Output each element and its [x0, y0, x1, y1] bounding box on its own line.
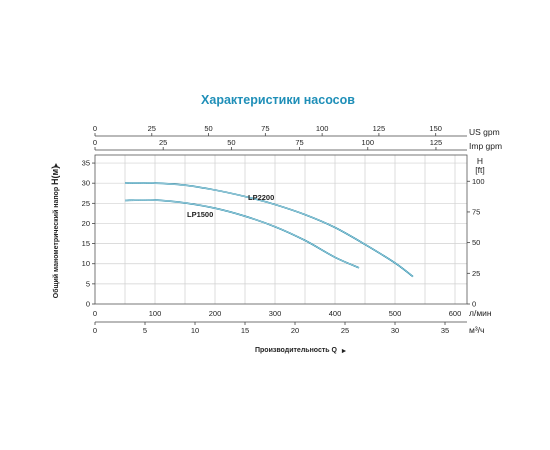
ft-tick-label: 100 [472, 177, 485, 186]
bottom-tick-label: 5 [143, 326, 147, 335]
series-line-core-lp2200 [124, 182, 414, 277]
bottom-tick-label: 400 [329, 309, 342, 318]
y-axis-title-prefix: Общий манометрический напор [52, 185, 60, 298]
y-axis-title-main: H(м) [50, 166, 60, 185]
y-tick-label: 10 [82, 259, 90, 268]
y-tick-label: 30 [82, 179, 90, 188]
bottom-tick-label: 0 [93, 309, 97, 318]
y-tick-label: 0 [86, 300, 90, 309]
series-label-lp1500: LP1500 [187, 210, 213, 219]
bottom-tick-label: 30 [391, 326, 399, 335]
bottom-tick-label: 15 [241, 326, 249, 335]
ft-axis-unit: [ft] [475, 165, 484, 175]
top-tick-label: 25 [159, 138, 167, 147]
top-tick-label: 125 [373, 124, 386, 133]
x-axis-arrow: ► [341, 348, 348, 355]
top-tick-label: 100 [362, 138, 375, 147]
top-tick-label: 75 [295, 138, 303, 147]
bottom-tick-label: 500 [389, 309, 402, 318]
bottom-tick-label: 25 [341, 326, 349, 335]
y-tick-label: 20 [82, 219, 90, 228]
plot-frame [94, 154, 468, 305]
y-tick-label: 35 [82, 159, 90, 168]
series-label-lp2200: LP2200 [248, 193, 274, 202]
top-tick-label: 50 [204, 124, 212, 133]
top-tick-label: 125 [430, 138, 443, 147]
bottom-tick-label: 100 [149, 309, 162, 318]
bottom-tick-label: 20 [291, 326, 299, 335]
series-layer [124, 182, 414, 278]
bottom-tick-label: 300 [269, 309, 282, 318]
y-axis-arrow: ► [53, 162, 60, 169]
top-tick-label: 0 [93, 138, 97, 147]
bottom-axis-unit: л/мин [469, 308, 492, 318]
y-tick-label: 5 [86, 279, 90, 288]
ft-axis-label: H [477, 156, 483, 166]
chart-title: Характеристики насосов [201, 93, 355, 107]
top-tick-label: 150 [429, 124, 442, 133]
y-axis-title: Общий манометрический напор H(м) [50, 166, 60, 298]
ft-tick-label: 75 [472, 207, 480, 216]
top-tick-label: 0 [93, 124, 97, 133]
ft-tick-label: 50 [472, 238, 480, 247]
top-axis-unit: US gpm [469, 127, 500, 137]
bottom-axis-unit: м³/ч [469, 325, 484, 335]
bottom-tick-label: 600 [449, 309, 462, 318]
bottom-tick-label: 200 [209, 309, 222, 318]
bottom-tick-label: 0 [93, 326, 97, 335]
y-tick-label: 15 [82, 239, 90, 248]
top-tick-label: 25 [148, 124, 156, 133]
y-tick-label: 25 [82, 199, 90, 208]
series-line-core-lp1500 [124, 199, 360, 269]
top-tick-label: 100 [316, 124, 329, 133]
ft-tick-label: 25 [472, 269, 480, 278]
bottom-tick-label: 10 [191, 326, 199, 335]
x-axis-title: Производительность Q [255, 347, 338, 354]
top-axis-unit: Imp gpm [469, 141, 502, 151]
top-tick-label: 75 [261, 124, 269, 133]
series-line-lp1500 [124, 199, 360, 269]
labels-layer: Производительность Q ►Общий манометрическ… [50, 162, 347, 355]
top-tick-label: 50 [227, 138, 235, 147]
bottom-tick-label: 35 [441, 326, 449, 335]
ft-tick-label: 0 [472, 300, 476, 309]
